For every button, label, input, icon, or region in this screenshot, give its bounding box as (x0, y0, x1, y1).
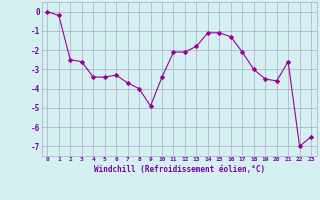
X-axis label: Windchill (Refroidissement éolien,°C): Windchill (Refroidissement éolien,°C) (94, 165, 265, 174)
